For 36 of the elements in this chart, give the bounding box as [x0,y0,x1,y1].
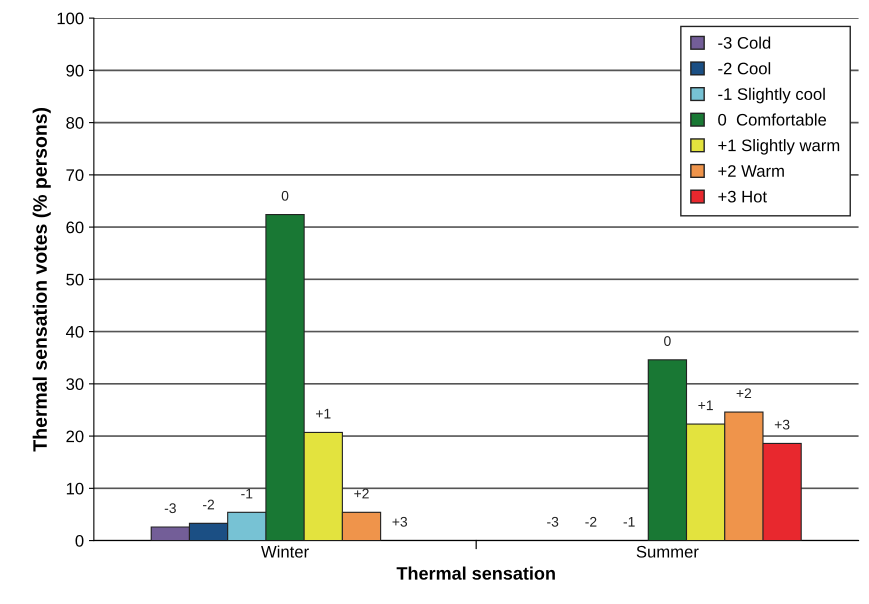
legend-label: +3 Hot [718,190,767,203]
annotation: +2 [354,488,369,498]
y-tick-label: 10 [66,482,84,495]
annotation: +2 [736,388,752,398]
legend-label: -1 Slightly cool [718,88,825,104]
annotation: -1 [624,517,635,527]
y-tick-label: 80 [66,117,84,129]
annotation: -3 [547,516,558,527]
y-tick-label: 50 [66,274,84,286]
y-tick-label: 100 [58,12,84,24]
legend-label: -3 Cold [718,36,770,49]
annotation: +1 [316,408,331,418]
y-tick-label: 70 [66,169,84,182]
y-axis-title: Thermal sensation votes (% persons) [32,108,51,452]
y-tick-label: 60 [66,222,84,234]
y-tick-label: 20 [66,430,84,442]
annotation: -3 [164,503,176,514]
y-tick-label: 90 [66,64,84,77]
legend-label: +1 Slightly warm [718,139,840,155]
legend-label: 0 Comfortable [718,113,826,126]
x-tick-label: Winter [261,545,309,558]
annotation: 0 [664,336,671,346]
annotation: -1 [241,488,252,498]
y-tick-label: 40 [66,326,84,338]
annotation: +3 [392,516,408,527]
legend-label: -2 Cool [718,62,770,74]
legend-label: +2 Warm [718,165,784,177]
annotation: +1 [698,400,713,410]
annotation: -2 [585,516,596,527]
x-tick-label: Summer [636,546,699,558]
annotation: -2 [203,500,214,510]
annotation: +3 [774,420,790,430]
annotation: 0 [282,190,288,201]
x-axis-title: Thermal sensation [396,566,555,580]
y-tick-label: 0 [76,534,84,547]
y-tick-label: 30 [66,378,84,390]
